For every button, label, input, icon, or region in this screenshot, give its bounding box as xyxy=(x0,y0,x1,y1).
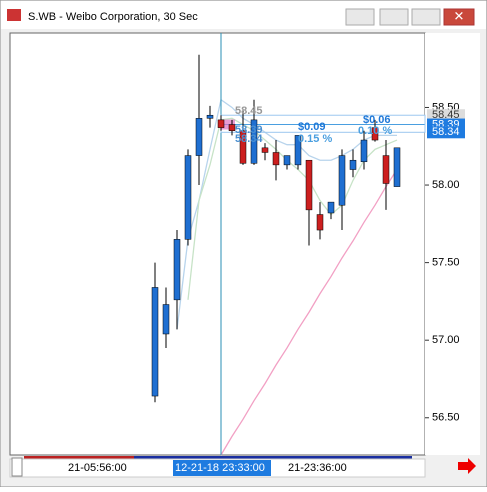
candle-body xyxy=(382,155,390,184)
app-icon xyxy=(7,9,21,21)
price-axis xyxy=(425,33,480,455)
candle-body xyxy=(151,287,159,397)
candle-body xyxy=(239,130,247,164)
moving-average xyxy=(176,98,397,330)
candle-body xyxy=(250,119,258,164)
scroll-arrow[interactable] xyxy=(458,458,476,474)
candle-body xyxy=(162,304,170,335)
annotation: $0.06 xyxy=(363,114,391,126)
y-tick-label: 57.00 xyxy=(432,334,460,346)
candle-body xyxy=(261,147,269,153)
annotation: 58.39 xyxy=(235,124,263,136)
price-tag: 58.45 xyxy=(432,109,460,121)
candle-body xyxy=(195,118,203,156)
x-tick-label: 12-21-18 23:33:00 xyxy=(175,462,265,474)
scroll-handle[interactable] xyxy=(11,457,23,477)
annotation: 0.15 % xyxy=(298,133,332,145)
minimize-button[interactable] xyxy=(379,8,409,26)
y-tick-label: 57.50 xyxy=(432,257,460,269)
x-label-bg xyxy=(173,460,271,476)
close-button[interactable] xyxy=(443,8,475,26)
annotation: 58.34 xyxy=(235,133,263,145)
price-tag: 58.34 xyxy=(432,126,460,138)
candle-body xyxy=(283,155,291,166)
moving-average xyxy=(220,169,398,456)
candle-body xyxy=(305,159,313,211)
x-tick-label: 21-23:36:00 xyxy=(288,462,347,474)
candle-body xyxy=(294,135,302,166)
range-bar-left xyxy=(24,456,134,459)
candle-body xyxy=(206,114,214,119)
candle-body xyxy=(173,239,181,301)
link-button[interactable] xyxy=(345,8,375,26)
x-tick-label: 21-05:56:00 xyxy=(68,462,127,474)
price-tag-bg xyxy=(427,109,465,122)
y-tick-label: 58.00 xyxy=(432,179,460,191)
candle-body xyxy=(327,201,335,214)
candle-body xyxy=(217,119,225,128)
candle-body xyxy=(184,155,192,240)
candle-body xyxy=(338,155,346,206)
candle-body xyxy=(371,127,379,141)
candle-body xyxy=(228,124,236,131)
window-title: S.WB - Weibo Corporation, 30 Sec xyxy=(28,11,198,23)
annotation: $0.09 xyxy=(298,121,326,133)
maximize-button[interactable] xyxy=(411,8,441,26)
highlight xyxy=(221,119,235,130)
y-tick-label: 56.50 xyxy=(432,412,460,424)
close-icon: ✕ xyxy=(454,8,465,23)
price-tag-bg xyxy=(427,126,465,139)
candle-body xyxy=(272,152,280,166)
range-bar xyxy=(24,456,412,459)
annotation: 58.45 xyxy=(235,105,263,117)
plot-area xyxy=(9,32,426,456)
candle-body xyxy=(316,214,324,231)
candle-body xyxy=(393,147,401,187)
candle-body xyxy=(349,159,357,170)
candle-body xyxy=(360,139,368,163)
annotation: 0.10 % xyxy=(358,125,392,137)
